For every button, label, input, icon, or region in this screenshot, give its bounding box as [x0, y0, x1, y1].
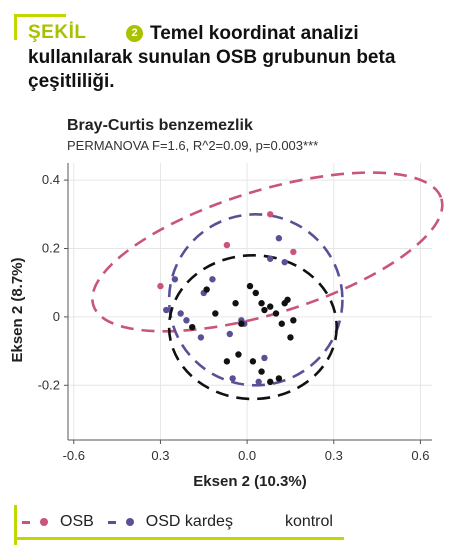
- x-tick-label: 0.3: [325, 448, 343, 463]
- grid-lines: [68, 163, 432, 440]
- osd-point: [197, 334, 205, 341]
- kontrol-point: [272, 310, 280, 317]
- osb-point: [223, 241, 231, 249]
- legend: OSB OSD kardeş kontrol: [22, 510, 347, 534]
- osd-point: [226, 330, 233, 338]
- kontrol-point: [203, 286, 210, 293]
- osd-point: [183, 317, 190, 324]
- frame-line-left: [14, 14, 17, 40]
- osd-point: [229, 375, 236, 382]
- y-tick-label: 0: [53, 309, 60, 324]
- kontrol-point: [223, 358, 231, 365]
- legend-item-osd: OSD kardeş: [107, 513, 233, 531]
- y-tick-label: -0.2: [38, 377, 60, 392]
- kontrol-point: [267, 303, 274, 310]
- legend-label-kontrol: kontrol: [284, 513, 333, 530]
- kontrol-ellipse: [167, 254, 338, 401]
- osb-point: [267, 211, 274, 218]
- chart-title: Bray-Curtis benzemezlik: [67, 117, 253, 134]
- chart-subtitle: PERMANOVA F=1.6, R^2=0.09, p=0.003***: [67, 138, 318, 153]
- osd-point: [267, 255, 274, 262]
- kontrol-point: [232, 300, 239, 307]
- figure-number-badge: 2: [126, 25, 143, 42]
- axes: -0.6 0.3 0.0 0.3 0.6 -0.2 0 0.2 0.4: [38, 163, 432, 463]
- kontrol-point: [290, 317, 297, 324]
- osd-point: [261, 354, 268, 362]
- kontrol-point: [261, 306, 268, 314]
- figure-label: ŞEKİL: [28, 22, 87, 43]
- kontrol-point: [267, 378, 274, 386]
- osb-point: [157, 282, 164, 290]
- y-tick-label: 0.4: [42, 172, 60, 187]
- kontrol-point: [212, 310, 219, 317]
- x-tick-label: 0.0: [238, 448, 256, 463]
- osd-point: [171, 276, 179, 283]
- osb-ellipse: [91, 171, 444, 333]
- kontrol-point: [258, 368, 265, 375]
- legend-item-osb: OSB: [22, 513, 94, 531]
- y-axis-label: Eksen 2 (8.7%): [9, 257, 26, 362]
- kontrol-point: [278, 320, 285, 327]
- osd-point: [209, 276, 216, 283]
- osb-legend-symbol: [22, 514, 56, 530]
- kontrol-point: [275, 375, 283, 382]
- osd-ellipse: [167, 212, 344, 387]
- osd-point: [255, 378, 262, 386]
- figure-caption: Temel koordinat analizi kullanılarak sun…: [28, 22, 428, 94]
- frame-line-top: [14, 14, 66, 17]
- kontrol-point: [246, 282, 254, 290]
- y-tick-label: 0.2: [42, 240, 60, 255]
- x-tick-label: -0.6: [63, 448, 85, 463]
- kontrol-point: [238, 320, 245, 327]
- osd-point: [281, 258, 288, 266]
- kontrol-point: [252, 289, 259, 297]
- legend-label-osb: OSB: [60, 513, 94, 530]
- kontrol-point: [287, 334, 294, 341]
- osd-legend-symbol: [107, 514, 142, 530]
- x-tick-label: 0.6: [411, 448, 429, 463]
- confidence-ellipses: [91, 171, 444, 401]
- kontrol-point: [249, 358, 257, 365]
- frame-line-bottom: [14, 537, 344, 540]
- data-points: [157, 211, 297, 386]
- legend-item-kontrol: kontrol: [285, 513, 333, 531]
- osd-point: [177, 310, 184, 317]
- x-tick-label: 0.3: [151, 448, 169, 463]
- frame-line-left-bottom: [14, 505, 17, 545]
- caption-text: Temel koordinat analizi kullanılarak sun…: [28, 23, 396, 92]
- osd-point: [275, 235, 283, 242]
- x-axis-label: Eksen 2 (10.3%): [193, 473, 306, 490]
- kontrol-point: [189, 323, 196, 331]
- kontrol-point: [235, 351, 242, 358]
- kontrol-point: [258, 300, 265, 307]
- osd-point: [163, 306, 170, 314]
- kontrol-point: [284, 296, 291, 303]
- legend-label-osd: OSD kardeş: [145, 513, 233, 530]
- osb-point: [290, 248, 297, 256]
